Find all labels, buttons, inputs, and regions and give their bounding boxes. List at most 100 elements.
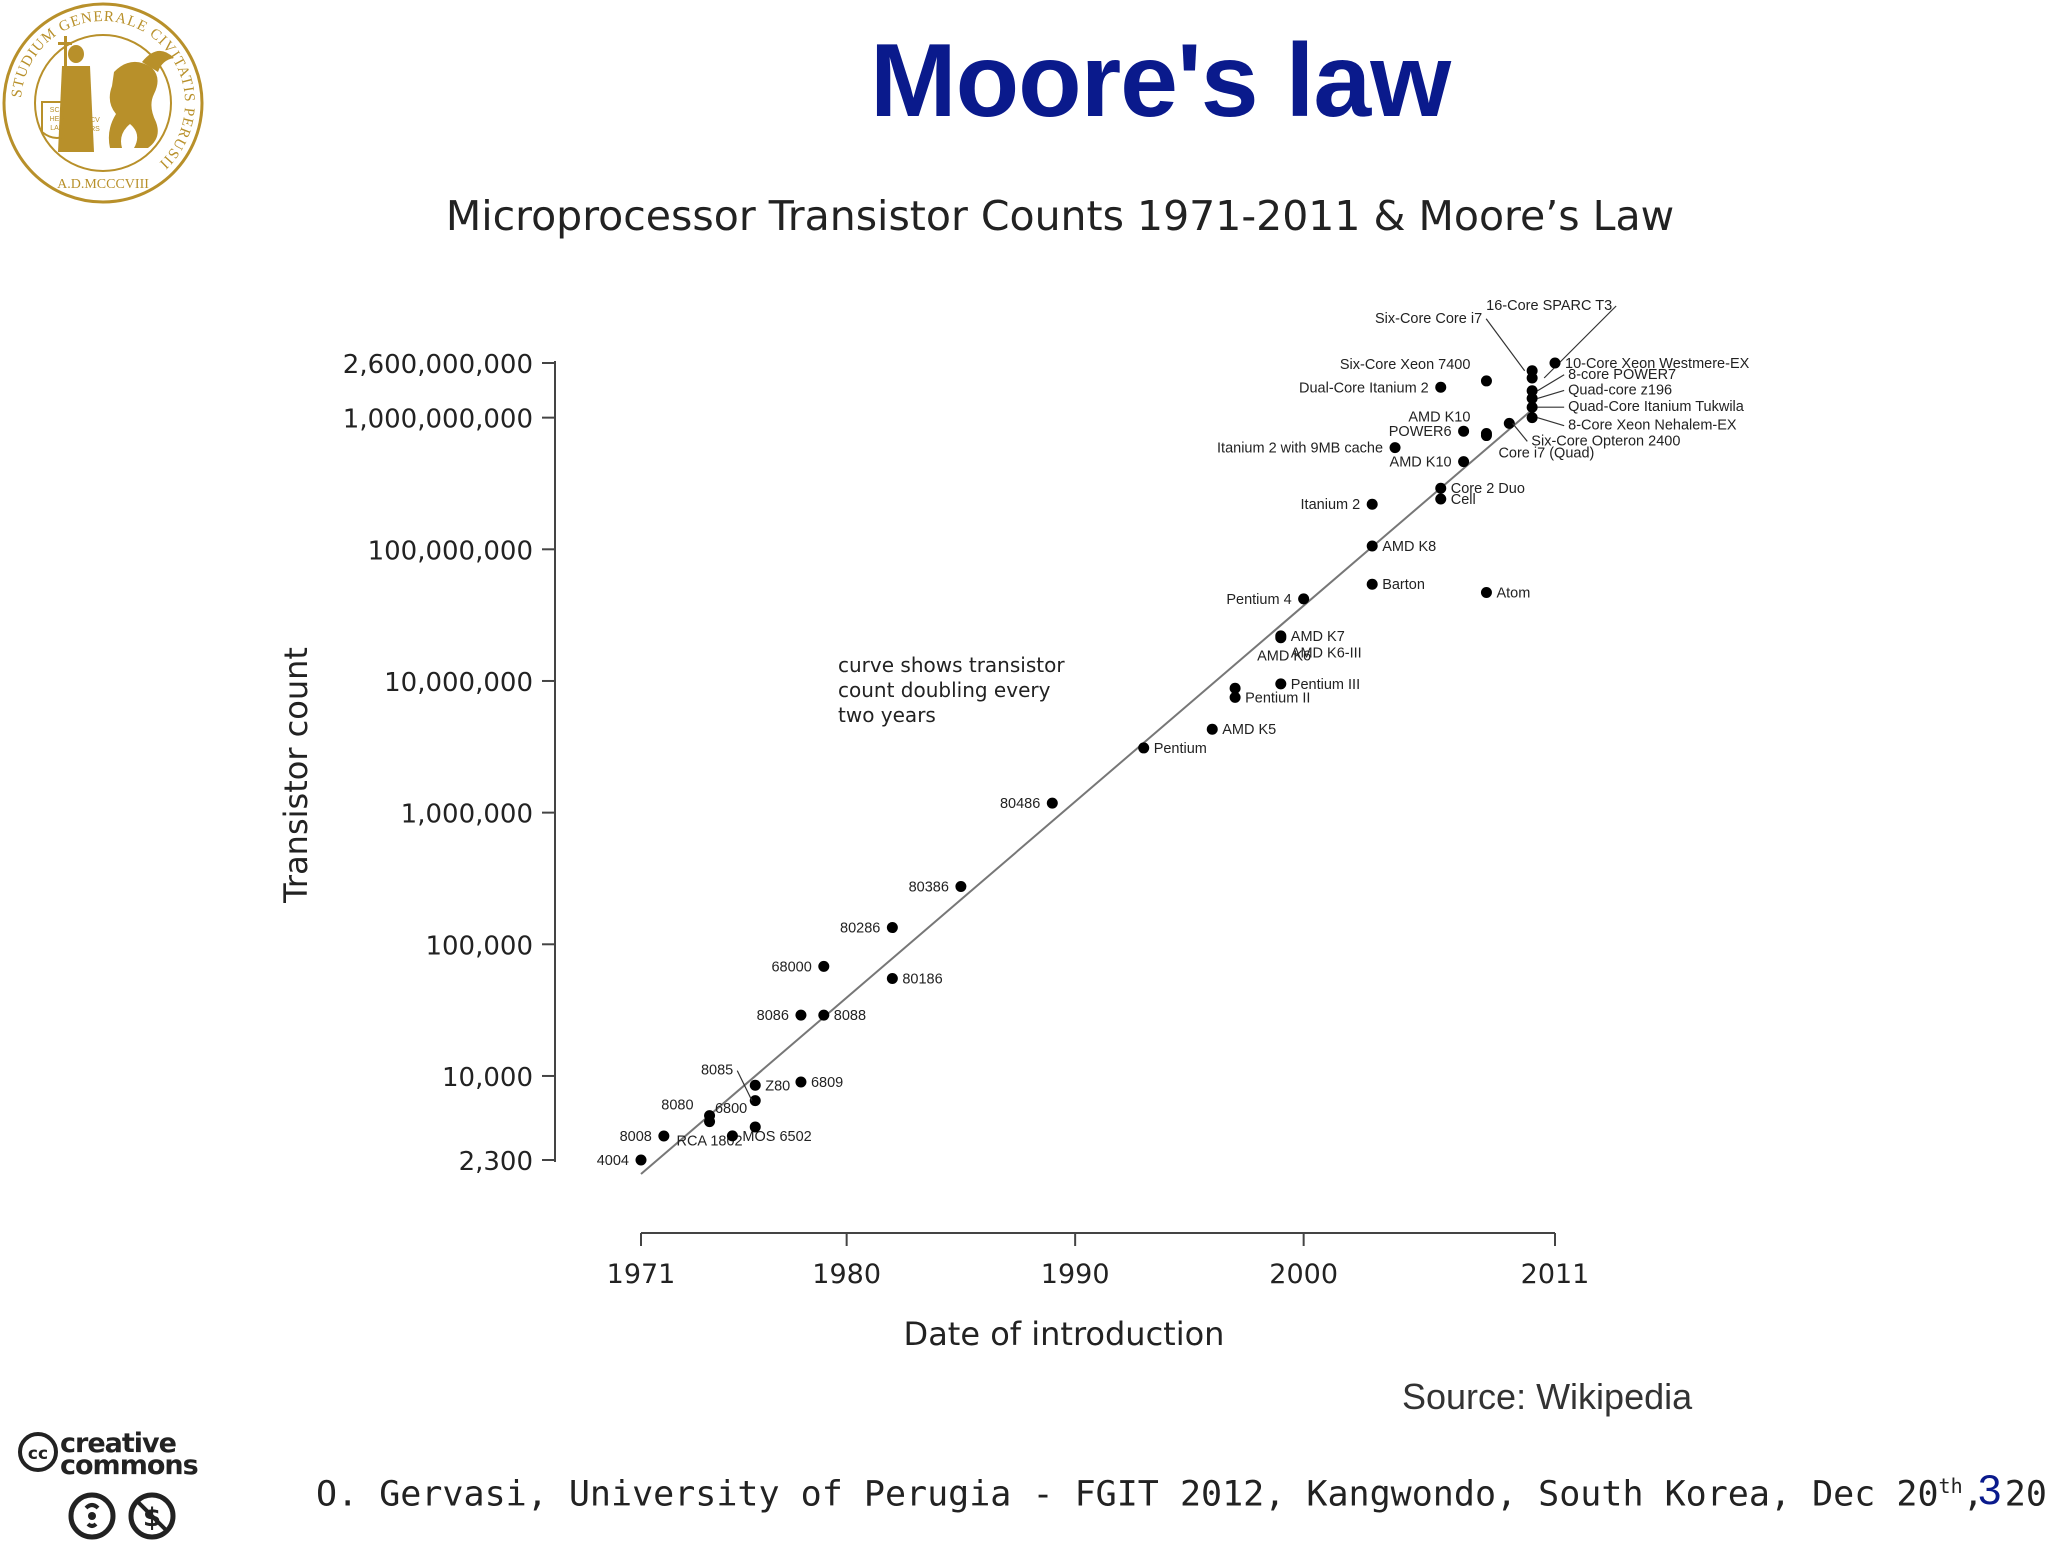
data-point [886, 922, 898, 934]
point-label: AMD K8 [1382, 539, 1436, 555]
data-point [1366, 540, 1378, 552]
point-label: Quad-core z196 [1568, 382, 1672, 398]
y-tick-label: 2,300 [459, 1147, 533, 1177]
point-label: Core i7 (Quad) [1498, 446, 1594, 462]
data-point [635, 1154, 647, 1166]
y-tick-label: 100,000,000 [368, 536, 533, 566]
x-tick-label: 1980 [812, 1259, 881, 1290]
data-point [818, 1009, 830, 1021]
point-label: 6809 [811, 1075, 843, 1091]
x-tick-label: 1971 [607, 1259, 676, 1290]
griffin-icon [108, 50, 174, 148]
leader-line [736, 1070, 753, 1101]
data-point [1435, 482, 1447, 494]
data-point [1389, 442, 1401, 454]
x-axis-label: Date of introduction [904, 1315, 1225, 1353]
noncommercial-icon: $ [128, 1492, 176, 1540]
point-label: 8085 [701, 1063, 733, 1079]
footer-prefix: O. Gervasi, University of Perugia - FGIT… [316, 1474, 1939, 1515]
point-label: MOS 6502 [742, 1129, 811, 1145]
data-point [1366, 578, 1378, 590]
university-seal-logo: STUDIUM GENERALE CIVITATIS PERUSII A.D.M… [2, 2, 204, 204]
point-label: Itanium 2 [1301, 497, 1361, 513]
y-tick-label: 1,000,000,000 [343, 405, 533, 435]
cc-line2: commons [60, 1450, 198, 1481]
point-label: 8080 [661, 1098, 693, 1114]
leader-line [1537, 374, 1565, 392]
point-label: Atom [1496, 585, 1530, 601]
data-point [1366, 498, 1378, 510]
point-label: 80286 [840, 921, 880, 937]
data-point [1435, 381, 1447, 393]
y-tick-label: 100,000 [425, 931, 533, 961]
data-point [1480, 586, 1492, 598]
data-point [1046, 797, 1058, 809]
point-label: 6800 [715, 1101, 747, 1117]
point-label: Dual-Core Itanium 2 [1299, 380, 1429, 396]
point-label: RCA 1802 [676, 1134, 742, 1150]
point-label: AMD K7 [1291, 629, 1345, 645]
svg-text:LAN: LAN [50, 125, 64, 132]
data-point [1480, 427, 1492, 439]
point-label: Core 2 Duo [1451, 481, 1525, 497]
data-point [749, 1121, 761, 1133]
point-label: Z80 [765, 1078, 790, 1094]
annotation-line: two years [838, 703, 936, 727]
footer-text: O. Gervasi, University of Perugia - FGIT… [316, 1474, 2048, 1515]
footer-superscript: th [1938, 1474, 1963, 1498]
point-label: 80386 [909, 879, 949, 895]
leader-line [1537, 389, 1565, 399]
saint-figure-icon [58, 36, 94, 152]
data-point [1526, 412, 1538, 424]
data-point [1526, 392, 1538, 404]
annotation-line: count doubling every [838, 678, 1051, 702]
point-label: 8-core POWER7 [1568, 367, 1676, 383]
data-point [1526, 401, 1538, 413]
y-axis-label: Transistor count [277, 647, 315, 904]
data-point [886, 972, 898, 984]
point-label: 8008 [620, 1129, 652, 1145]
point-label: AMD K5 [1222, 722, 1276, 738]
point-label: 4004 [597, 1153, 629, 1169]
data-point [1275, 678, 1287, 690]
point-label: Barton [1382, 577, 1425, 593]
svg-text:SCS: SCS [50, 107, 65, 114]
point-label: AMD K6 [1257, 648, 1311, 664]
point-label: Pentium III [1291, 677, 1360, 693]
leader-line [1485, 318, 1526, 372]
point-label: AMD K6-III [1291, 646, 1362, 662]
cc-line1: creative [60, 1430, 176, 1459]
data-point [1229, 682, 1241, 694]
point-label: Pentium [1154, 741, 1207, 757]
shield-icon: SCS HER LAN CV RS [41, 101, 100, 139]
point-label: 16-Core SPARC T3 [1486, 298, 1612, 314]
point-label: AMD K10 [1390, 455, 1452, 471]
point-label: Cell [1451, 492, 1476, 508]
point-label: 10-Core Xeon Westmere-EX [1565, 356, 1750, 372]
annotation-line: curve shows transistor [838, 653, 1065, 677]
y-tick-label: 1,000,000 [401, 800, 533, 830]
svg-text:HER: HER [50, 116, 65, 123]
footer-suffix: , 2012 [1962, 1474, 2048, 1515]
page-number: 3 [1978, 1466, 2002, 1513]
svg-text:RS: RS [90, 126, 100, 133]
attribution-icon [68, 1492, 116, 1540]
y-tick-label: 10,000 [442, 1063, 533, 1093]
point-label: 8-Core Xeon Nehalem-EX [1568, 418, 1737, 434]
data-point [818, 960, 830, 972]
point-label: Quad-Core Itanium Tukwila [1568, 399, 1745, 415]
point-label: 8086 [757, 1008, 789, 1024]
data-point [1458, 456, 1470, 468]
axes: 2,300 10,000 100,000 1,000,000 10,000,000 100… [343, 350, 1590, 1290]
x-tick-label: 2011 [1521, 1259, 1590, 1290]
data-point [1435, 493, 1447, 505]
data-point [1503, 417, 1515, 429]
data-point [1275, 632, 1287, 644]
data-point [1298, 593, 1310, 605]
point-label: Six-Core Xeon 7400 [1340, 357, 1471, 373]
data-point [726, 1130, 738, 1142]
point-label: 68000 [771, 959, 811, 975]
data-point [1229, 691, 1241, 703]
y-tick-label: 10,000,000 [384, 668, 533, 698]
